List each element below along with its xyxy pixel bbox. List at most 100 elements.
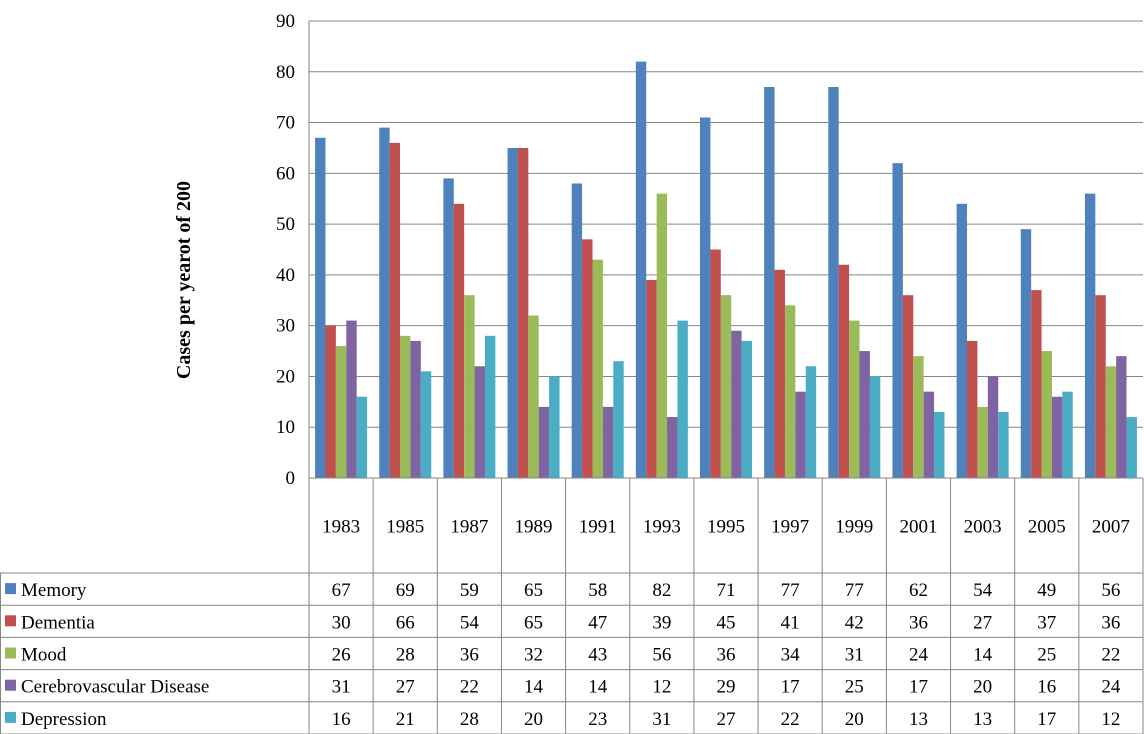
table-cell-value: 27 xyxy=(396,677,415,698)
table-cell-value: 22 xyxy=(460,677,479,698)
y-tick-label: 20 xyxy=(276,366,295,387)
bar-dementia-1993 xyxy=(646,279,657,478)
bar-cerebrovascular-disease-1983 xyxy=(346,320,357,478)
bar-mood-2007 xyxy=(1105,366,1117,478)
table-cell-value: 31 xyxy=(332,677,351,698)
table-cell-value: 27 xyxy=(973,612,992,633)
table-cell-value: 25 xyxy=(1037,645,1056,666)
y-tick-label: 80 xyxy=(276,62,295,83)
bar-mood-1997 xyxy=(784,305,796,478)
x-tick-label: 1991 xyxy=(579,517,617,538)
x-tick-label: 1987 xyxy=(450,517,488,538)
legend-label: Mood xyxy=(21,645,67,666)
table-cell-value: 59 xyxy=(460,580,479,601)
bar-dementia-1991 xyxy=(582,239,593,478)
x-tick-label: 1983 xyxy=(322,517,360,538)
table-cell-value: 31 xyxy=(652,709,671,730)
bar-depression-2003 xyxy=(998,411,1009,478)
table-cell-value: 39 xyxy=(652,612,671,633)
legend-label: Depression xyxy=(21,709,107,730)
y-tick-label: 70 xyxy=(276,113,295,134)
bar-memory-2007 xyxy=(1084,193,1096,478)
y-tick-label: 10 xyxy=(276,417,295,438)
table-cell-value: 56 xyxy=(1101,580,1120,601)
bar-dementia-1989 xyxy=(517,147,529,478)
table-cell-value: 47 xyxy=(588,612,607,633)
bar-mood-2001 xyxy=(913,356,924,478)
bar-memory-1985 xyxy=(379,127,390,478)
bar-dementia-1987 xyxy=(453,203,465,479)
bar-mood-1985 xyxy=(400,335,411,478)
x-tick-label: 1985 xyxy=(386,517,424,538)
x-tick-label: 1999 xyxy=(835,517,873,538)
bar-dementia-1999 xyxy=(838,264,850,478)
legend-label: Cerebrovascular Disease xyxy=(21,677,209,698)
bar-memory-2001 xyxy=(892,163,903,478)
table-cell-value: 17 xyxy=(1037,709,1056,730)
bar-mood-1995 xyxy=(720,295,732,478)
table-cell-value: 20 xyxy=(524,709,543,730)
table-cell-value: 49 xyxy=(1037,580,1056,601)
table-cell-value: 54 xyxy=(460,612,480,633)
bar-dementia-2003 xyxy=(967,340,978,478)
table-cell-value: 26 xyxy=(332,645,351,666)
table-cell-value: 62 xyxy=(909,580,928,601)
table-cell-value: 13 xyxy=(909,709,928,730)
table-cell-value: 69 xyxy=(396,580,415,601)
table-cell-value: 16 xyxy=(1037,677,1056,698)
bar-memory-2005 xyxy=(1020,229,1032,478)
table-cell-value: 58 xyxy=(588,580,607,601)
table-cell-value: 28 xyxy=(396,645,415,666)
table-cell-value: 36 xyxy=(717,645,736,666)
legend-swatch xyxy=(5,679,16,691)
bar-depression-1989 xyxy=(549,376,560,478)
bar-dementia-2001 xyxy=(902,295,914,478)
legend-label: Memory xyxy=(21,580,87,601)
table-cell-value: 21 xyxy=(396,709,415,730)
data-table: 1983 1985 1987 1989 1991 1993 1995 1997 1999 2001… xyxy=(0,477,1144,734)
bar-mood-1991 xyxy=(592,259,603,478)
table-cell-value: 36 xyxy=(909,612,928,633)
bar-cerebrovascular-disease-1999 xyxy=(859,351,870,478)
legend-label: Dementia xyxy=(21,612,95,633)
x-tick-label: 1989 xyxy=(515,517,553,538)
bar-depression-2007 xyxy=(1126,417,1137,478)
x-tick-label: 2003 xyxy=(964,517,1002,538)
table-cell-value: 27 xyxy=(717,709,736,730)
table-cell-value: 77 xyxy=(845,580,864,601)
bar-cerebrovascular-disease-1987 xyxy=(474,366,485,478)
x-tick-label: 1993 xyxy=(643,517,681,538)
bar-depression-1999 xyxy=(869,376,881,478)
bar-mood-1993 xyxy=(656,193,668,478)
table-cell-value: 67 xyxy=(332,580,351,601)
table-cell-value: 56 xyxy=(652,645,671,666)
y-tick-label: 40 xyxy=(276,265,295,286)
table-cell-value: 36 xyxy=(460,645,479,666)
bar-depression-1991 xyxy=(613,361,624,478)
bar-memory-1991 xyxy=(571,183,583,478)
bar-cerebrovascular-disease-2003 xyxy=(987,376,999,478)
bar-depression-1995 xyxy=(741,340,752,478)
table-cell-value: 13 xyxy=(973,709,992,730)
table-cell-value: 77 xyxy=(781,580,800,601)
bar-memory-1993 xyxy=(635,61,647,478)
table-cell-value: 31 xyxy=(845,645,864,666)
table-cell-value: 20 xyxy=(973,677,992,698)
table-cell-value: 23 xyxy=(588,709,607,730)
y-tick-label: 60 xyxy=(276,163,295,184)
bar-dementia-1983 xyxy=(325,325,336,478)
table-cell-value: 34 xyxy=(781,645,801,666)
table-cell-value: 32 xyxy=(524,645,543,666)
bar-cerebrovascular-disease-2007 xyxy=(1116,356,1127,478)
legend-swatch xyxy=(5,711,16,723)
table-cell-value: 25 xyxy=(845,677,864,698)
x-tick-label: 1995 xyxy=(707,517,745,538)
bar-depression-1985 xyxy=(420,371,432,478)
table-cell-value: 20 xyxy=(845,709,864,730)
bar-dementia-1985 xyxy=(389,142,401,478)
table-cell-value: 30 xyxy=(332,612,351,633)
bar-memory-2003 xyxy=(956,203,968,479)
table-cell-value: 28 xyxy=(460,709,479,730)
table-cell-value: 14 xyxy=(973,645,993,666)
x-tick-label: 1997 xyxy=(771,517,809,538)
